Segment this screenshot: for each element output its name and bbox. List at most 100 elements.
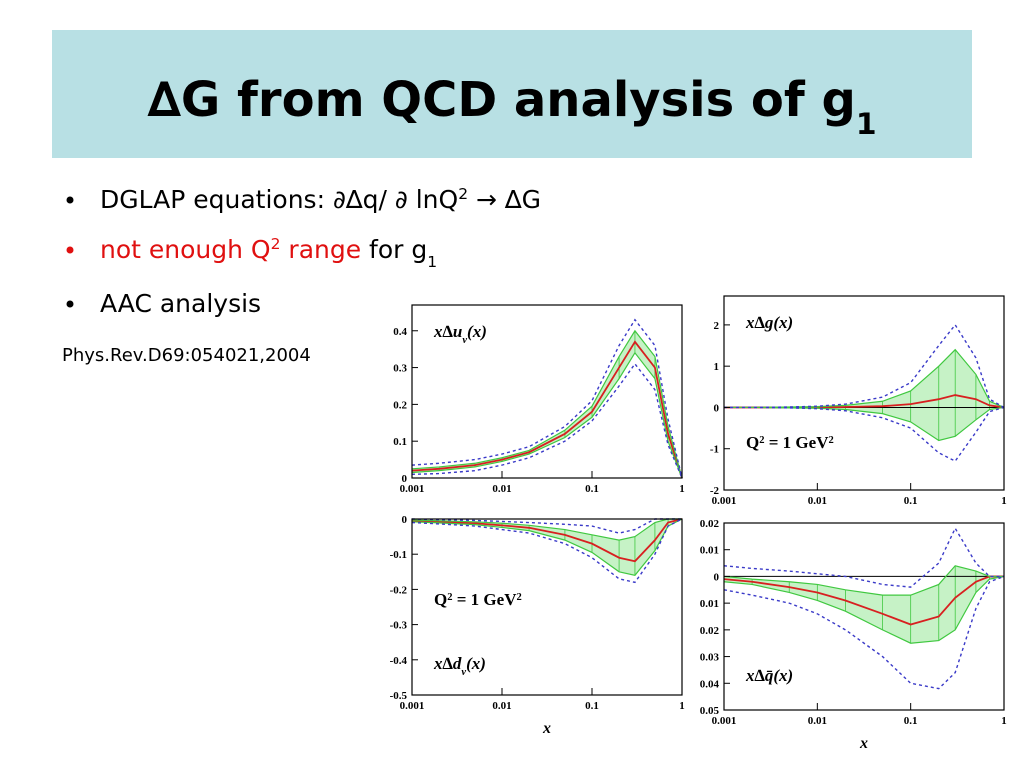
plot-frame <box>723 295 1005 491</box>
bullet-text-part: AAC analysis <box>100 289 261 318</box>
y-tick-label: 0.03 <box>700 652 720 664</box>
curve-label-part: x∆u <box>433 322 462 341</box>
curve-label-part: (x) <box>467 322 487 341</box>
band-line <box>411 518 683 576</box>
curve-label-part: x∆d <box>433 654 462 673</box>
y-tick-label: 0 <box>402 514 408 526</box>
error-band <box>724 349 1004 441</box>
scale-annotation-part: Q <box>746 433 759 452</box>
bullet-text-part: 2 <box>271 235 281 253</box>
x-tick-label: 0.001 <box>712 495 737 507</box>
chart-panel: 0.02 0.01 0 0.01 0.02 0.03 0.04 0.050.001 0.01 0.… <box>700 518 1007 752</box>
y-tick-label: -0.2 <box>390 584 408 596</box>
band-line <box>411 518 682 541</box>
curve-label: x∆uv(x) <box>433 322 487 346</box>
dashed-line <box>724 323 1005 409</box>
x-tick-label: 0.01 <box>808 715 827 727</box>
bullet-text-part: for g <box>361 235 427 264</box>
scale-annotation: Q2 = 1 GeV2 <box>746 433 834 452</box>
scale-annotation-part: = 1 GeV <box>453 590 518 609</box>
band-line <box>411 351 683 479</box>
curve-label: x∆q̄(x) <box>745 666 793 685</box>
curve-label: x∆g(x) <box>745 313 793 332</box>
y-tick-label: -2 <box>710 485 720 497</box>
error-band <box>412 519 682 576</box>
chart-panel: 0 -0.1 -0.2 -0.3 -0.4 -0.50.001 0.01 0.1 1 x∆dv(x… <box>390 514 685 737</box>
bullet-text-part: 1 <box>427 253 437 271</box>
x-tick-label: 0.001 <box>400 483 425 495</box>
bullet-text: AAC analysis <box>100 289 261 318</box>
band-line <box>723 565 1004 596</box>
x-tick-label: 0.1 <box>585 483 599 495</box>
bullet-text-part: 2 <box>458 185 468 203</box>
x-tick-label: 0.01 <box>492 700 511 712</box>
y-tick-label: 0 <box>714 571 720 583</box>
y-tick-label: 0.01 <box>700 545 719 557</box>
y-tick-label: -1 <box>710 444 719 456</box>
bullet-text-part: not enough Q <box>100 235 271 264</box>
dashed-line <box>411 362 683 479</box>
slide-title-part: ∆G from QCD analysis of g <box>147 72 855 128</box>
curve-label-part: x∆q̄(x) <box>745 666 793 685</box>
chart-panel: 0 0.1 0.2 0.3 0.4 0.001 0.01 0.1 1 x∆uv(x) <box>393 304 685 495</box>
dashed-line <box>723 575 1005 690</box>
band-line <box>724 406 1005 442</box>
dashed-line <box>411 518 682 534</box>
curve-label-part: x∆g(x) <box>745 313 793 332</box>
y-tick-label: -0.5 <box>390 690 408 702</box>
scale-annotation-part: 2 <box>447 592 452 603</box>
y-tick-label: 0.02 <box>700 518 720 530</box>
scale-annotation-part: 2 <box>516 592 521 603</box>
bullet-dot <box>66 246 74 254</box>
y-tick-label: 0 <box>714 402 720 414</box>
x-tick-label: 1 <box>679 700 685 712</box>
curve-label-part: v <box>461 667 466 678</box>
scale-annotation: Q2 = 1 GeV2 <box>434 590 522 609</box>
bullet-dot <box>66 196 74 204</box>
y-tick-label: -0.3 <box>390 620 408 632</box>
dashed-line <box>724 406 1005 463</box>
x-tick-label: 0.01 <box>808 495 827 507</box>
x-tick-label: 1 <box>679 483 685 495</box>
y-tick-label: 0.2 <box>393 399 407 411</box>
y-tick-label: 0.4 <box>393 326 407 338</box>
slide-title: ∆G from QCD analysis of g1 <box>147 72 876 142</box>
dashed-line <box>411 518 683 584</box>
plot-frame <box>723 522 1005 711</box>
x-tick-label: 0.001 <box>400 700 425 712</box>
x-tick-label: 0.1 <box>585 700 599 712</box>
scale-annotation-part: 2 <box>759 435 764 446</box>
curve-label-part: v <box>462 335 467 346</box>
central-line <box>411 518 683 563</box>
y-tick-label: 2 <box>714 320 720 332</box>
plot-frame <box>411 304 683 479</box>
bullet-dot <box>66 300 74 308</box>
bullet-text: not enough Q2 range for g1 <box>100 235 437 271</box>
x-tick-label: 0.001 <box>712 715 737 727</box>
curve-label: x∆dv(x) <box>433 654 486 678</box>
x-axis-label: x <box>542 720 551 737</box>
x-tick-label: 1 <box>1001 715 1007 727</box>
x-tick-label: 0.01 <box>492 483 511 495</box>
error-band <box>412 330 682 478</box>
central-line <box>723 575 1004 626</box>
band-line <box>411 329 683 479</box>
scale-annotation-part: Q <box>434 590 447 609</box>
bullet-text-part: range <box>280 235 361 264</box>
y-tick-label: -0.1 <box>390 549 407 561</box>
band-line <box>723 575 1005 644</box>
slide-title-part: 1 <box>856 107 877 142</box>
reference: Phys.Rev.D69:054021,2004 <box>62 345 311 366</box>
x-tick-label: 1 <box>1001 495 1007 507</box>
y-tick-label: 0 <box>402 473 408 485</box>
curve-label-part: (x) <box>466 654 486 673</box>
y-tick-label: 0.01 <box>700 598 719 610</box>
scale-annotation-part: 2 <box>828 435 833 446</box>
bullet-text: DGLAP equations: ∂∆q/ ∂ lnQ2 → ∆G <box>100 185 541 214</box>
x-tick-label: 0.1 <box>904 715 918 727</box>
band-line <box>724 348 1005 409</box>
scale-annotation-part: = 1 GeV <box>765 433 830 452</box>
